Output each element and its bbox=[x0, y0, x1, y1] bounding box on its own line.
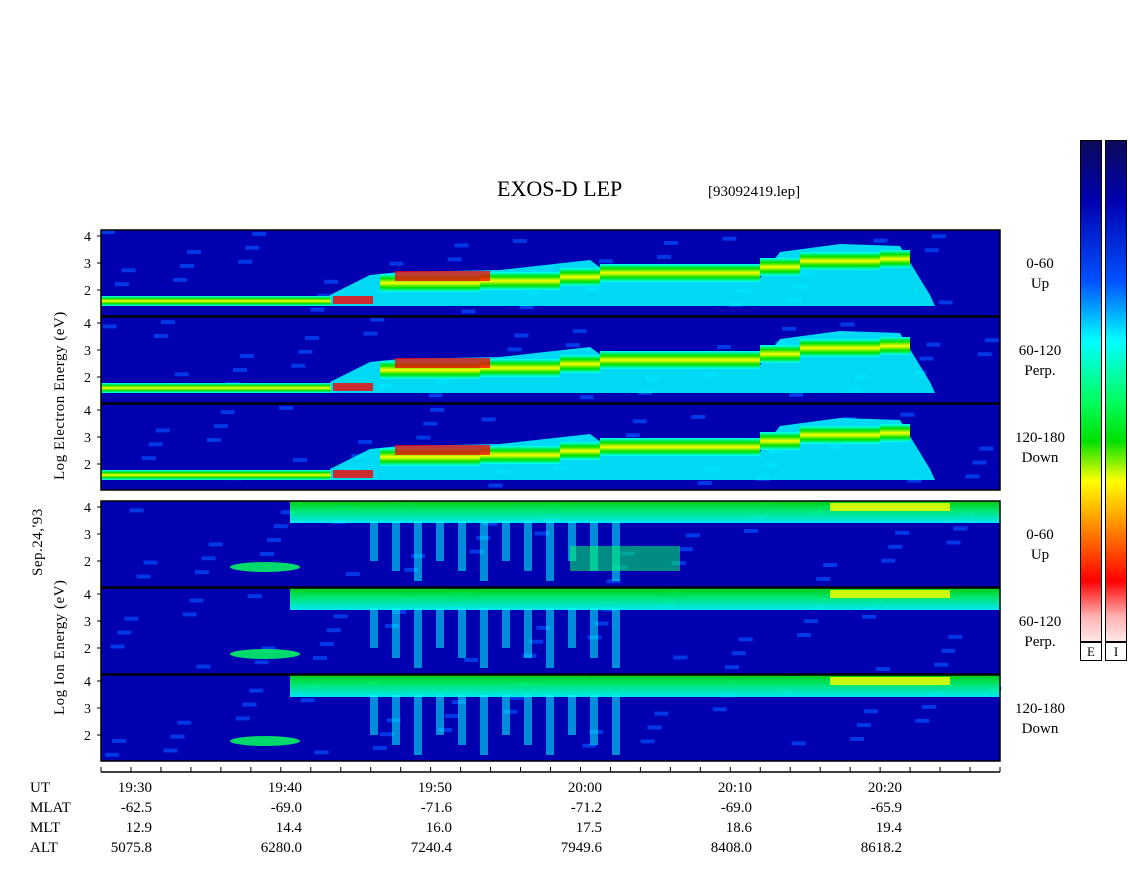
y-tick-label: 4 bbox=[84, 501, 91, 516]
file-label: [93092419.lep] bbox=[708, 184, 801, 200]
channel-label: 0-60 Up bbox=[1000, 254, 1080, 294]
orbit-value-ut: 19:50 bbox=[417, 780, 452, 796]
orbit-row-label: UT bbox=[30, 780, 50, 796]
y-tick-label: 4 bbox=[84, 404, 91, 419]
channel-label: 60-120 Perp. bbox=[1000, 612, 1080, 652]
panel-electron-120-180 bbox=[100, 403, 1001, 491]
orbit-value-mlt: 19.4 bbox=[875, 820, 902, 836]
channel-direction: Down bbox=[1021, 450, 1059, 466]
y-tick-label: 4 bbox=[84, 317, 91, 332]
y-tick-label: 2 bbox=[84, 642, 91, 657]
orbit-value-mlat: -69.0 bbox=[270, 800, 302, 816]
orbit-value-mlt: 18.6 bbox=[725, 820, 752, 836]
orbit-value-mlt: 17.5 bbox=[575, 820, 602, 836]
channel-pitch: 0-60 bbox=[1026, 256, 1054, 272]
orbit-value-alt: 5075.8 bbox=[110, 840, 152, 856]
orbit-row-label: ALT bbox=[30, 840, 58, 856]
orbit-value-ut: 19:40 bbox=[267, 780, 302, 796]
orbit-value-mlat: -71.6 bbox=[420, 800, 452, 816]
orbit-value-ut: 20:10 bbox=[717, 780, 752, 796]
orbit-value-alt: 6280.0 bbox=[260, 840, 302, 856]
y-tick-label: 3 bbox=[84, 344, 91, 359]
y-tick-label: 4 bbox=[84, 675, 91, 690]
channel-label: 60-120 Perp. bbox=[1000, 341, 1080, 381]
panel-electron-0-60 bbox=[100, 229, 1001, 317]
y-tick-label: 3 bbox=[84, 615, 91, 630]
orbit-value-alt: 7949.6 bbox=[560, 840, 602, 856]
orbit-value-ut: 20:20 bbox=[867, 780, 902, 796]
y-tick-label: 2 bbox=[84, 458, 91, 473]
channel-pitch: 120-180 bbox=[1015, 701, 1065, 717]
orbit-value-mlt: 12.9 bbox=[125, 820, 152, 836]
channel-pitch: 0-60 bbox=[1026, 527, 1054, 543]
orbit-value-mlat: -65.9 bbox=[870, 800, 902, 816]
panel-ion-120-180 bbox=[100, 674, 1002, 762]
orbit-value-ut: 19:30 bbox=[117, 780, 152, 796]
y-tick-label: 2 bbox=[84, 729, 91, 744]
orbit-value-mlat: -69.0 bbox=[720, 800, 752, 816]
orbit-value-alt: 7240.4 bbox=[410, 840, 452, 856]
y-tick-label: 3 bbox=[84, 702, 91, 717]
y-tick-label: 4 bbox=[84, 588, 91, 603]
orbit-value-mlat: -62.5 bbox=[120, 800, 152, 816]
panel-ion-60-120 bbox=[100, 587, 1001, 675]
channel-direction: Up bbox=[1030, 276, 1050, 292]
chart-title: EXOS-D LEP bbox=[497, 176, 623, 201]
y-tick-label: 2 bbox=[84, 555, 91, 570]
channel-pitch: 60-120 bbox=[1018, 614, 1062, 630]
orbit-value-ut: 20:00 bbox=[567, 780, 602, 796]
y-tick-label: 4 bbox=[84, 230, 91, 245]
orbit-value-mlt: 16.0 bbox=[425, 820, 452, 836]
y-tick-label: 2 bbox=[84, 284, 91, 299]
orbit-row-label: MLAT bbox=[30, 800, 71, 816]
orbit-value-mlt: 14.4 bbox=[275, 820, 302, 836]
panel-ion-0-60 bbox=[100, 500, 1001, 588]
orbit-value-alt: 8408.0 bbox=[710, 840, 752, 856]
channel-label: 0-60 Up bbox=[1000, 525, 1080, 565]
orbit-value-mlat: -71.2 bbox=[570, 800, 602, 816]
channel-pitch: 60-120 bbox=[1018, 343, 1062, 359]
y-tick-label: 3 bbox=[84, 257, 91, 272]
electron-colorbar-label: E bbox=[1080, 642, 1102, 661]
channel-direction: Down bbox=[1021, 721, 1059, 737]
panel-electron-60-120 bbox=[100, 316, 1001, 404]
channel-label: 120-180 Down bbox=[1000, 428, 1080, 468]
channel-direction: Perp. bbox=[1024, 634, 1056, 650]
orbit-row-label: MLT bbox=[30, 820, 61, 836]
ion-colorbar-label: I bbox=[1105, 642, 1127, 661]
channel-pitch: 120-180 bbox=[1015, 430, 1065, 446]
orbit-value-alt: 8618.2 bbox=[860, 840, 902, 856]
channel-label: 120-180 Down bbox=[1000, 699, 1080, 739]
channel-direction: Up bbox=[1030, 547, 1050, 563]
y-tick-label: 3 bbox=[84, 528, 91, 543]
y-tick-label: 3 bbox=[84, 431, 91, 446]
electron-colorbar bbox=[1080, 140, 1102, 642]
ion-colorbar bbox=[1105, 140, 1127, 642]
channel-direction: Perp. bbox=[1024, 363, 1056, 379]
y-tick-label: 2 bbox=[84, 371, 91, 386]
